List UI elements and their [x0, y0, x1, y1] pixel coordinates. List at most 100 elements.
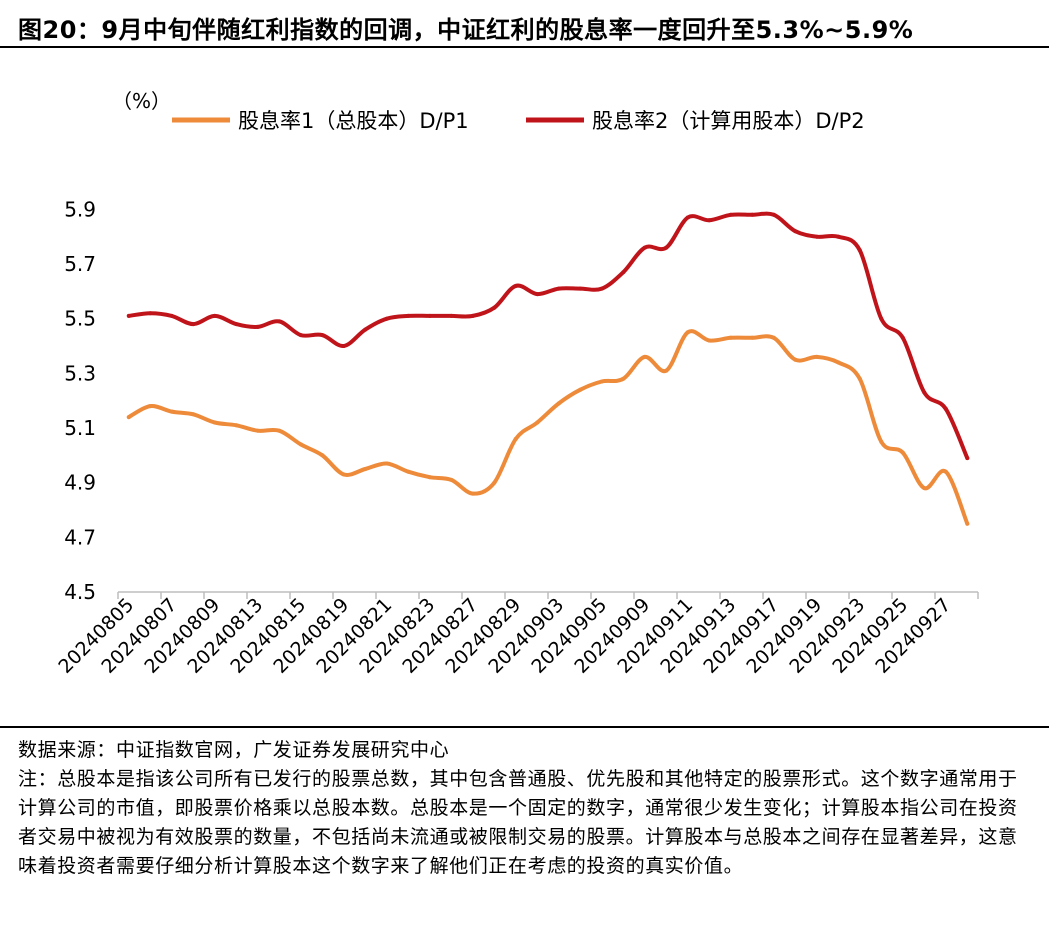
data-point-d-p2	[148, 311, 153, 316]
data-point-d-p1	[427, 475, 432, 480]
data-point-d-p2	[857, 248, 862, 253]
data-point-d-p2	[793, 229, 798, 234]
data-point-d-p2	[922, 390, 927, 395]
data-point-d-p2	[298, 333, 303, 338]
data-point-d-p2	[212, 313, 217, 318]
data-point-d-p1	[449, 477, 454, 482]
data-point-d-p1	[535, 420, 540, 425]
data-point-d-p2	[406, 313, 411, 318]
data-point-d-p2	[363, 327, 368, 332]
data-point-d-p1	[836, 360, 841, 365]
data-point-d-p2	[535, 292, 540, 297]
y-tick-label: 4.5	[64, 580, 96, 604]
data-point-d-p1	[965, 521, 970, 526]
source-note: 数据来源：中证指数官网，广发证券发展研究中心	[18, 739, 450, 761]
data-point-d-p1	[771, 335, 776, 340]
data-point-d-p1	[685, 330, 690, 335]
data-point-d-p1	[599, 379, 604, 384]
data-point-d-p2	[384, 316, 389, 321]
data-point-d-p2	[341, 344, 346, 348]
notes-rule	[0, 726, 1049, 728]
data-point-d-p1	[126, 415, 131, 420]
data-point-d-p1	[255, 428, 260, 433]
data-point-d-p1	[728, 335, 733, 340]
data-point-d-p2	[728, 212, 733, 217]
data-point-d-p1	[277, 428, 282, 433]
data-point-d-p2	[943, 406, 948, 411]
data-point-d-p2	[449, 313, 454, 318]
series-line-d-p2	[126, 211, 970, 461]
data-point-d-p1	[298, 442, 303, 447]
data-point-d-p1	[857, 376, 862, 381]
data-point-d-p2	[900, 335, 905, 340]
y-tick-label: 5.5	[64, 307, 96, 331]
data-point-d-p1	[470, 491, 475, 496]
data-point-d-p2	[191, 322, 196, 327]
data-point-d-p1	[793, 357, 798, 362]
data-point-d-p2	[492, 305, 497, 310]
data-point-d-p2	[750, 212, 755, 217]
data-point-d-p2	[965, 456, 970, 461]
data-point-d-p2	[814, 234, 819, 239]
legend: 股息率1（总股本）D/P1 股息率2（计算用股本）D/P2	[172, 109, 865, 133]
data-point-d-p1	[406, 469, 411, 474]
data-point-d-p1	[384, 461, 389, 466]
legend-label-d-p1: 股息率1（总股本）D/P1	[238, 109, 469, 133]
x-axis: 2024080520240807202408092024081320240815…	[54, 591, 979, 678]
series-line-d-p1	[126, 329, 970, 526]
footnotes: 数据来源：中证指数官网，广发证券发展研究中心 注：总股本是指该公司所有已发行的股…	[18, 736, 1036, 881]
data-point-d-p1	[320, 453, 325, 458]
series-layer	[126, 211, 970, 526]
y-tick-label: 5.9	[64, 197, 96, 221]
data-point-d-p1	[513, 436, 518, 441]
data-point-d-p2	[685, 215, 690, 220]
data-point-d-p1	[922, 486, 927, 491]
data-point-d-p2	[126, 313, 131, 318]
data-point-d-p2	[234, 322, 239, 327]
data-point-d-p2	[771, 212, 776, 217]
dividend-yield-chart: （%） 股息率1（总股本）D/P1 股息率2（计算用股本）D/P2 4.5 4.7…	[54, 89, 979, 678]
data-point-d-p1	[341, 472, 346, 477]
data-point-d-p1	[750, 335, 755, 340]
title-rule	[0, 46, 1049, 48]
data-point-d-p1	[707, 338, 712, 343]
y-unit-label: （%）	[112, 89, 171, 113]
y-tick-label: 4.7	[64, 525, 96, 549]
figure-title: 图20：9月中旬伴随红利指数的回调，中证红利的股息率一度回升至5.3%~5.9%	[18, 16, 914, 44]
data-point-d-p2	[513, 283, 518, 288]
data-point-d-p1	[212, 420, 217, 425]
data-point-d-p1	[642, 354, 647, 359]
data-point-d-p2	[707, 218, 712, 223]
data-point-d-p1	[578, 387, 583, 392]
y-tick-label: 5.1	[64, 416, 96, 440]
legend-label-d-p2: 股息率2（计算用股本）D/P2	[592, 109, 865, 133]
data-point-d-p1	[148, 404, 153, 409]
data-point-d-p2	[169, 313, 174, 318]
data-point-d-p2	[879, 316, 884, 321]
data-point-d-p1	[191, 412, 196, 417]
data-point-d-p2	[277, 319, 282, 324]
y-axis: 4.5 4.7 4.9 5.1 5.3 5.5 5.7 5.9	[64, 197, 96, 604]
y-tick-label: 5.7	[64, 252, 96, 276]
data-point-d-p1	[664, 368, 669, 373]
data-point-d-p1	[879, 439, 884, 444]
data-point-d-p1	[943, 469, 948, 474]
data-point-d-p2	[255, 324, 260, 329]
data-point-d-p2	[320, 333, 325, 338]
data-point-d-p1	[621, 376, 626, 381]
data-point-d-p1	[492, 480, 497, 485]
data-point-d-p1	[363, 467, 368, 471]
data-point-d-p2	[621, 270, 626, 275]
data-point-d-p1	[169, 409, 174, 414]
data-point-d-p2	[578, 286, 583, 291]
y-tick-label: 4.9	[64, 471, 96, 495]
data-point-d-p2	[427, 313, 432, 318]
y-tick-label: 5.3	[64, 361, 96, 385]
data-point-d-p2	[556, 286, 561, 291]
data-point-d-p1	[814, 354, 819, 359]
data-point-d-p2	[642, 245, 647, 250]
definition-note: 注：总股本是指该公司所有已发行的股票总数，其中包含普通股、优先股和其他特定的股票…	[18, 768, 1018, 877]
data-point-d-p2	[836, 234, 841, 239]
data-point-d-p2	[664, 245, 669, 250]
data-point-d-p2	[599, 286, 604, 291]
